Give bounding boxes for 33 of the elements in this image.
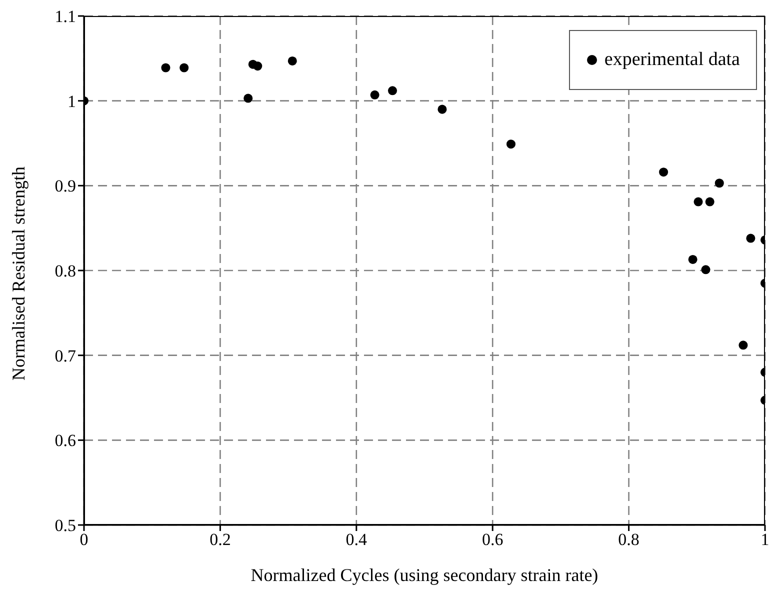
x-tick-label: 1 — [760, 530, 770, 550]
y-tick-label: 1 — [68, 92, 76, 111]
point — [253, 62, 262, 71]
point — [161, 63, 170, 72]
y-tick-label: 0.9 — [54, 176, 76, 196]
point — [714, 178, 724, 188]
point — [746, 234, 756, 243]
point — [438, 104, 447, 114]
point — [388, 86, 398, 96]
x-tick-label: 0 — [80, 530, 88, 550]
y-tick-label: 0.7 — [54, 346, 76, 366]
x-tick-label: 0.6 — [482, 530, 504, 550]
point — [705, 197, 714, 206]
y-tick-label: 0.8 — [54, 262, 76, 281]
y-tick-label: 1.1 — [54, 7, 76, 26]
x-tick-label: 0.2 — [210, 530, 231, 550]
point — [701, 265, 710, 274]
point — [738, 340, 748, 350]
legend-label: experimental data — [604, 49, 740, 71]
point — [694, 197, 703, 206]
point — [370, 90, 380, 100]
point — [288, 56, 297, 66]
point — [688, 254, 698, 264]
x-axis-title: Normalized Cycles (using secondary strain rate) — [250, 565, 598, 585]
y-tick-label: 0.5 — [54, 516, 76, 536]
point — [506, 140, 516, 149]
point — [180, 63, 189, 72]
y-tick-label: 0.6 — [54, 431, 76, 450]
point — [244, 94, 253, 103]
point — [659, 168, 668, 177]
x-tick-label: 0.8 — [618, 530, 640, 550]
x-tick-label: 0.4 — [346, 530, 368, 550]
y-axis-title: Normalised Residual strength — [8, 166, 28, 380]
